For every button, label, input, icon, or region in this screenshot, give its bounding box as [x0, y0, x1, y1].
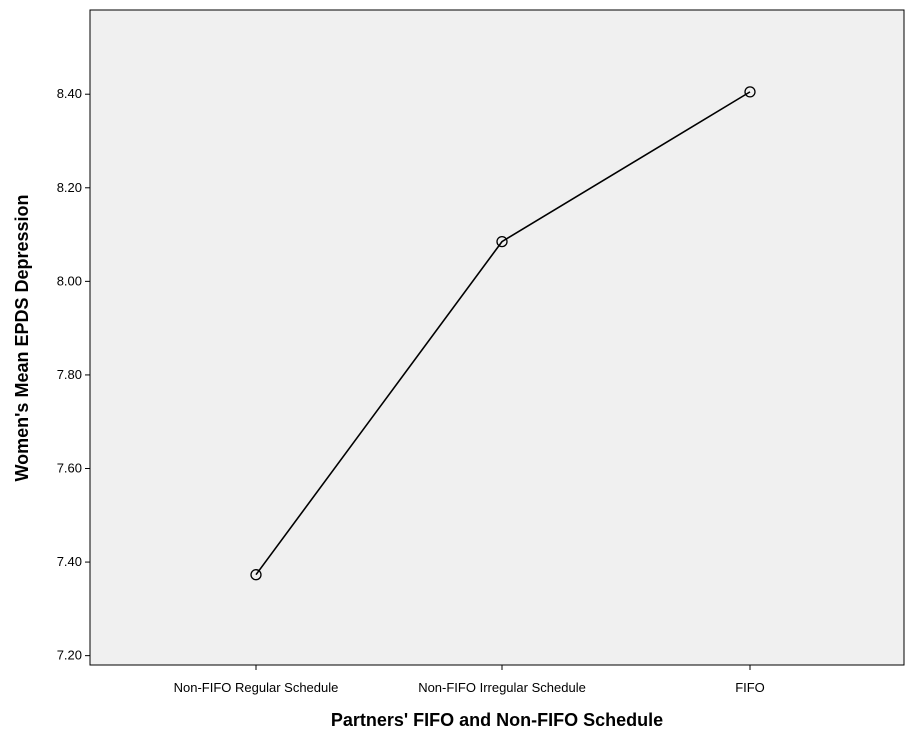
y-tick-label: 8.40: [57, 86, 82, 101]
x-axis-title: Partners' FIFO and Non-FIFO Schedule: [331, 710, 663, 730]
data-point-marker: [496, 235, 508, 248]
plot-area: [89, 9, 905, 666]
y-tick-label: 7.80: [57, 367, 82, 382]
series-line: [255, 91, 751, 576]
x-axis-ticks: Non-FIFO Regular Schedule Non-FIFO Irregu…: [174, 665, 765, 695]
data-point-marker: [744, 86, 756, 98]
data-point-marker: [250, 569, 262, 581]
y-tick-label: 7.60: [57, 461, 82, 476]
y-axis-ticks: 7.20 7.40 7.60 7.80 8.00 8.20 8.40: [57, 86, 90, 663]
x-tick-label: Non-FIFO Irregular Schedule: [418, 680, 586, 695]
y-tick-label: 7.20: [57, 648, 82, 663]
x-tick-label: FIFO: [735, 680, 765, 695]
y-axis-title: Women's Mean EPDS Depression: [12, 194, 32, 481]
y-tick-label: 8.00: [57, 273, 82, 288]
x-tick-label: Non-FIFO Regular Schedule: [174, 680, 339, 695]
y-tick-label: 7.40: [57, 554, 82, 569]
series-layer: [250, 86, 756, 581]
y-tick-label: 8.20: [57, 180, 82, 195]
